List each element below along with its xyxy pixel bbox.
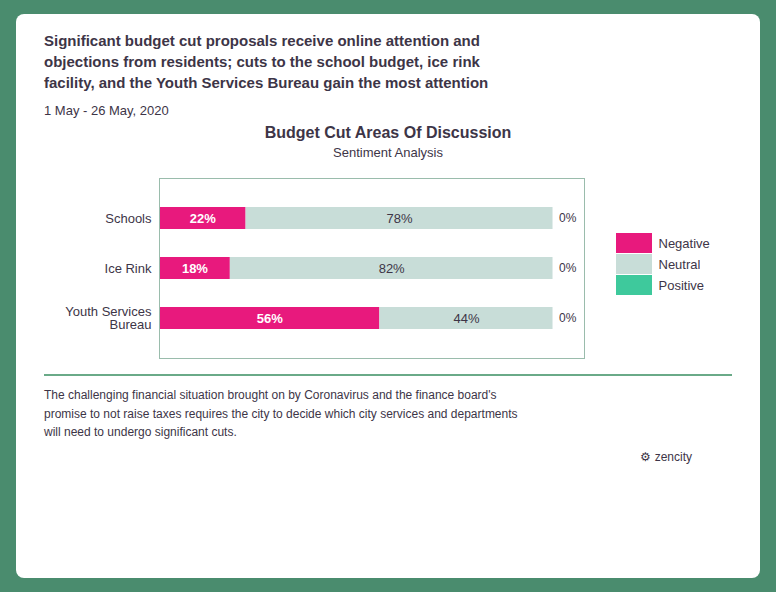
svg-text:0%: 0% bbox=[559, 311, 577, 325]
html-text:Significant budget cut proposa: Significant budget cut proposals receive… bbox=[44, 32, 489, 91]
svg-text:Youth ServicesBureau: Youth ServicesBureau bbox=[65, 304, 152, 332]
svg-text:82%: 82% bbox=[379, 261, 405, 276]
svg-text:0%: 0% bbox=[559, 261, 577, 275]
svg-text:0%: 0% bbox=[559, 211, 577, 225]
html-text:Sentiment Analysis: Sentiment Analysis bbox=[333, 145, 443, 160]
html-text:Neutral: Neutral bbox=[658, 256, 701, 272]
svg-text:Ice Rink: Ice Rink bbox=[105, 261, 152, 276]
html-text:The challenging financial situ: The challenging financial situation brou… bbox=[44, 388, 518, 440]
html-text:Positive: Positive bbox=[658, 277, 704, 293]
html-text:Negative: Negative bbox=[658, 235, 710, 251]
svg-text:18%: 18% bbox=[182, 261, 208, 276]
svg-text:44%: 44% bbox=[453, 311, 479, 326]
svg-text:78%: 78% bbox=[387, 211, 413, 226]
svg-text:22%: 22% bbox=[190, 211, 216, 226]
html-text:Budget Cut Areas Of Discussion: Budget Cut Areas Of Discussion bbox=[264, 124, 512, 141]
html-text:1 May - 26 May, 2020: 1 May - 26 May, 2020 bbox=[44, 103, 169, 118]
html-text:⚙ zencity: ⚙ zencity bbox=[640, 449, 692, 464]
svg-text:56%: 56% bbox=[257, 311, 283, 326]
svg-text:Schools: Schools bbox=[105, 211, 152, 226]
